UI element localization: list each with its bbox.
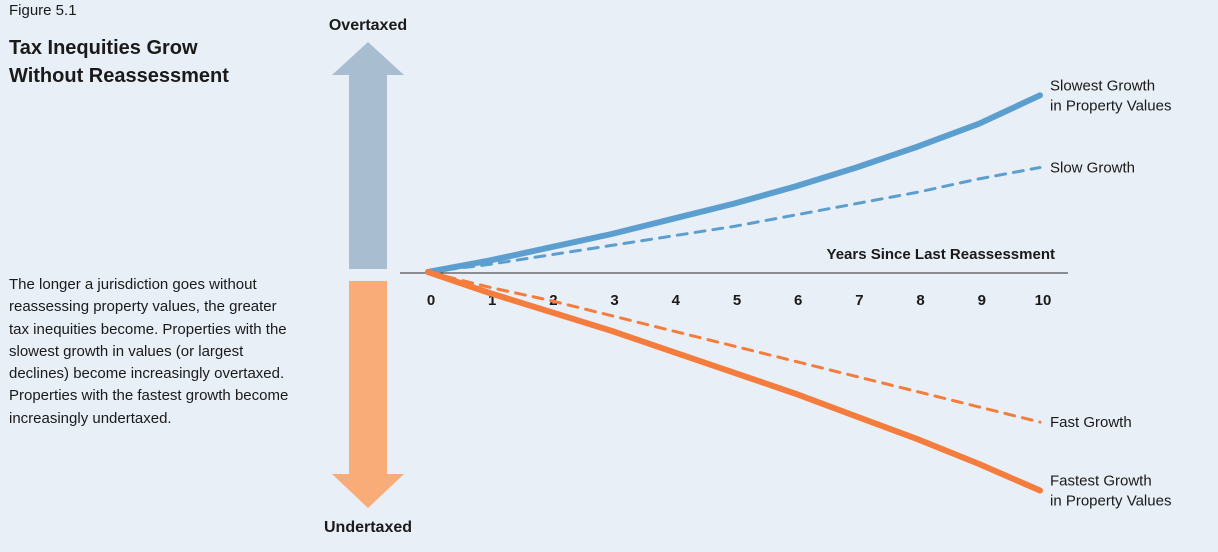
x-tick-labels: 0 1 2 3 4 5 6 7 8 9 10 xyxy=(427,292,1052,309)
series-label-4: Fastest Growth xyxy=(1050,473,1152,490)
overtaxed-label: Overtaxed xyxy=(329,17,407,34)
series-labels: Slowest Growth in Property Values Slow Gro… xyxy=(1050,77,1171,509)
series-line-1 xyxy=(425,92,1043,275)
chart-title-line-1: Tax Inequities Grow xyxy=(9,37,198,59)
series-label-1: Slowest Growth xyxy=(1050,77,1155,94)
x-tick-label: 3 xyxy=(610,292,618,309)
chart-title-line-2: Without Reassessment xyxy=(9,65,229,87)
x-tick-label: 6 xyxy=(794,292,802,309)
series-label-3: Fast Growth xyxy=(1050,414,1132,431)
series-label-1: in Property Values xyxy=(1050,97,1171,114)
x-tick-label: 7 xyxy=(855,292,863,309)
x-tick-label: 4 xyxy=(672,292,681,309)
series-line-3 xyxy=(426,270,1042,424)
x-axis-title: Years Since Last Reassessment xyxy=(827,246,1055,263)
x-tick-label: 5 xyxy=(733,292,741,309)
series-line-2 xyxy=(426,166,1042,274)
x-tick-label: 10 xyxy=(1035,292,1052,309)
x-tick-label: 8 xyxy=(916,292,924,309)
figure-label: Figure 5.1 xyxy=(9,2,77,19)
chart-title: Tax Inequities Grow Without Reassessment xyxy=(9,34,299,90)
undertaxed-arrow-icon xyxy=(332,281,404,508)
series-label-2: Slow Growth xyxy=(1050,160,1135,177)
x-tick-label: 0 xyxy=(427,292,435,309)
series-label-4: in Property Values xyxy=(1050,493,1171,510)
undertaxed-label: Undertaxed xyxy=(324,519,412,536)
chart-description: The longer a jurisdiction goes without r… xyxy=(9,276,289,427)
series-lines xyxy=(425,92,1043,494)
x-tick-label: 1 xyxy=(488,292,496,309)
x-tick-label: 9 xyxy=(978,292,986,309)
series-line-4 xyxy=(425,269,1043,494)
overtaxed-arrow-icon xyxy=(332,42,404,269)
